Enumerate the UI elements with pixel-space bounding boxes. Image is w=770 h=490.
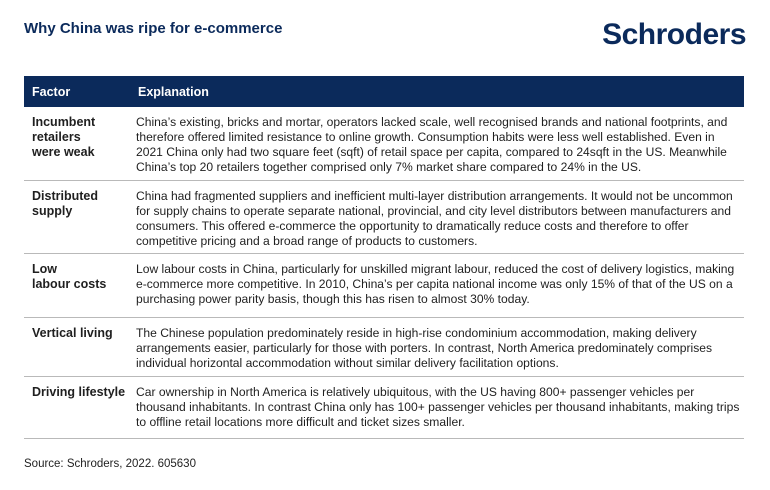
table-row: Distributed supply China had fragmented … bbox=[24, 181, 744, 254]
schroders-logo: Schroders bbox=[602, 18, 746, 51]
explanation-cell: Low labour costs in China, particularly … bbox=[136, 262, 735, 306]
factor-cell: Incumbent retailers were weak bbox=[32, 115, 96, 159]
table-row: Low labour costs Low labour costs in Chi… bbox=[24, 254, 744, 318]
explanation-cell: The Chinese population predominately res… bbox=[136, 326, 713, 370]
table-header: Factor Explanation bbox=[24, 76, 744, 107]
explanation-cell: China had fragmented suppliers and ineff… bbox=[136, 189, 733, 248]
table-row: Vertical living The Chinese population p… bbox=[24, 318, 744, 377]
factor-cell: Distributed supply bbox=[32, 189, 98, 218]
table-row: Incumbent retailers were weak China’s ex… bbox=[24, 107, 744, 181]
column-header-factor: Factor bbox=[32, 84, 71, 99]
factor-cell: Driving lifestyle bbox=[32, 385, 126, 399]
factor-cell: Low labour costs bbox=[32, 262, 107, 291]
explanation-cell: China’s existing, bricks and mortar, ope… bbox=[136, 115, 728, 174]
factors-table: Factor Explanation Incumbent retailers w… bbox=[24, 76, 744, 439]
table-row: Driving lifestyle Car ownership in North… bbox=[24, 377, 744, 439]
factor-cell: Vertical living bbox=[32, 326, 113, 340]
page-title: Why China was ripe for e-commerce bbox=[24, 20, 283, 37]
column-header-explanation: Explanation bbox=[138, 84, 209, 99]
source-note: Source: Schroders, 2022. 605630 bbox=[24, 458, 196, 470]
explanation-cell: Car ownership in North America is relati… bbox=[136, 385, 740, 429]
